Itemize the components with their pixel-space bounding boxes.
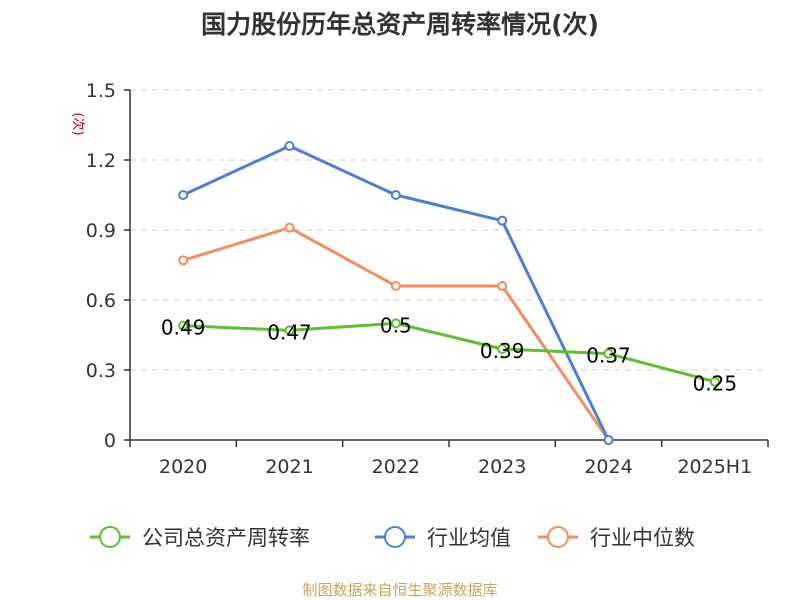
legend-item[interactable]: 行业均值 [375, 526, 511, 550]
data-point [284, 325, 295, 336]
data-label: 0.47 [267, 320, 312, 344]
data-point [390, 190, 401, 200]
data-point [178, 255, 189, 266]
legend-marker-icon [547, 526, 569, 548]
legend[interactable]: 公司总资产周转率 行业均值 行业中位数 [90, 526, 695, 550]
data-label: 0.25 [693, 372, 738, 396]
gridlines [130, 89, 768, 371]
chart-title: 国力股份历年总资产周转率情况(次) [201, 10, 599, 39]
legend-label: 公司总资产周转率 [142, 526, 310, 550]
x-tick-label: 2022 [372, 456, 420, 478]
legend-label: 行业均值 [427, 526, 511, 550]
legend-marker-icon [99, 526, 121, 548]
y-tick-label: 0.6 [86, 290, 116, 312]
y-tick-label: 0 [104, 430, 116, 452]
x-tick-label: 2021 [265, 456, 313, 478]
data-point [709, 376, 720, 387]
y-tick-label: 0.9 [86, 220, 116, 242]
data-point [178, 320, 189, 331]
data-point [284, 222, 295, 233]
data-labels: 0.49 0.47 0.5 0.39 0.37 0.25 [161, 313, 737, 395]
data-point [497, 281, 508, 291]
data-label: 0.37 [586, 344, 631, 368]
series-line [183, 321, 716, 384]
data-point [284, 141, 295, 151]
data-point [603, 435, 614, 445]
legend-marker-icon [384, 526, 406, 548]
x-tick-label: 2023 [478, 456, 526, 478]
axes: 0 0.3 0.6 0.9 1.2 1.5 2020 2021 2022 2023 2024 2025… [86, 80, 769, 478]
x-tick-label: 2024 [584, 456, 632, 478]
y-tick-label: 1.2 [86, 150, 116, 172]
data-point [497, 215, 508, 226]
data-point [603, 348, 614, 359]
data-point [497, 344, 508, 354]
series-lines [178, 141, 720, 445]
source-note: 制图数据来自恒生聚源数据库 [302, 581, 497, 599]
legend-label: 行业中位数 [590, 526, 695, 550]
y-tick-label: 0.3 [86, 360, 116, 382]
x-tick-label: 2020 [159, 456, 207, 478]
legend-item[interactable]: 公司总资产周转率 [90, 526, 310, 550]
data-point [390, 318, 401, 329]
data-label: 0.39 [480, 339, 525, 363]
x-tick-label: 2025H1 [677, 456, 752, 478]
data-label: 0.5 [380, 313, 412, 337]
legend-item[interactable]: 行业中位数 [538, 526, 695, 550]
y-axis-label: (次) [70, 112, 86, 135]
data-point [390, 281, 401, 291]
data-label: 0.49 [161, 316, 206, 340]
y-tick-label: 1.5 [86, 80, 116, 102]
data-point [178, 190, 189, 200]
